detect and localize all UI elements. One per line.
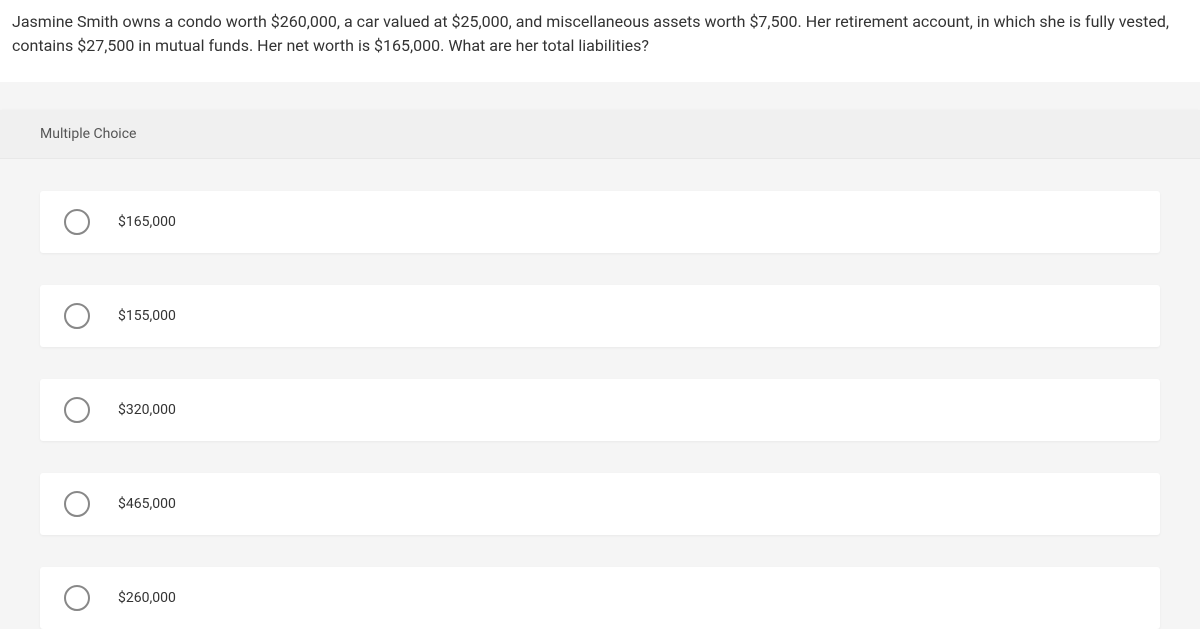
radio-icon[interactable] <box>64 491 90 517</box>
option-item[interactable]: $260,000 <box>40 567 1160 629</box>
radio-icon[interactable] <box>64 303 90 329</box>
option-label: $155,000 <box>118 308 176 324</box>
question-text: Jasmine Smith owns a condo worth $260,00… <box>12 10 1188 58</box>
option-item[interactable]: $165,000 <box>40 191 1160 253</box>
option-label: $465,000 <box>118 496 176 512</box>
option-label: $165,000 <box>118 214 176 230</box>
radio-icon[interactable] <box>64 585 90 611</box>
radio-icon[interactable] <box>64 209 90 235</box>
answer-section: Multiple Choice $165,000 $155,000 $320,0… <box>0 110 1200 629</box>
option-label: $260,000 <box>118 590 176 606</box>
options-container: $165,000 $155,000 $320,000 $465,000 $260… <box>0 159 1200 629</box>
option-item[interactable]: $465,000 <box>40 473 1160 535</box>
section-header: Multiple Choice <box>0 110 1200 159</box>
question-container: Jasmine Smith owns a condo worth $260,00… <box>0 0 1200 82</box>
option-label: $320,000 <box>118 402 176 418</box>
radio-icon[interactable] <box>64 397 90 423</box>
option-item[interactable]: $155,000 <box>40 285 1160 347</box>
option-item[interactable]: $320,000 <box>40 379 1160 441</box>
